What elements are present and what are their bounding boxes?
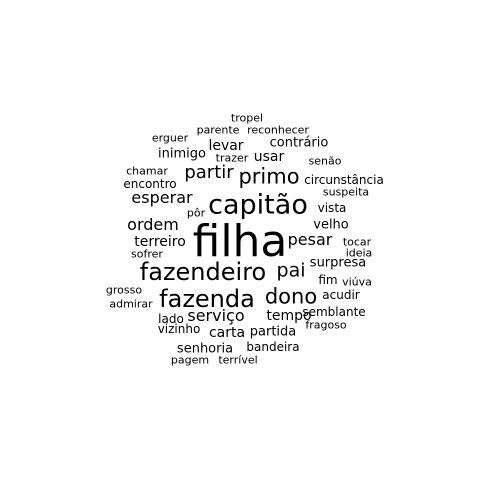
word-49: terrível [218, 353, 258, 367]
word-48: pagem [170, 353, 210, 367]
word-43: ideia [345, 246, 373, 260]
word-17: velho [313, 217, 349, 233]
word-41: pôr [186, 206, 206, 220]
word-37: parente [196, 123, 240, 137]
word-32: lado [158, 312, 184, 326]
word-34: chamar [126, 164, 168, 178]
word-12: terreiro [134, 234, 186, 250]
word-46: admirar [109, 297, 153, 311]
word-39: tropel [230, 111, 264, 125]
word-40: trazer [215, 151, 249, 165]
word-42: tocar [342, 235, 372, 249]
word-4: dono [264, 284, 318, 309]
word-36: reconhecer [247, 123, 309, 137]
word-38: erguer [151, 131, 189, 145]
word-6: pai [276, 259, 306, 282]
word-7: partir [184, 162, 234, 183]
word-21: encontro [123, 177, 177, 191]
word-16: carta [208, 325, 246, 341]
word-1: capitão [208, 189, 308, 221]
word-13: levar [208, 138, 244, 154]
word-22: circunstância [304, 173, 384, 187]
word-30: fim [318, 273, 338, 287]
word-26: senhoria [176, 341, 234, 357]
word-18: surpresa [309, 255, 367, 271]
word-11: serviço [187, 306, 245, 325]
word-45: grosso [105, 283, 143, 297]
word-24: partida [249, 324, 297, 340]
word-31: acudir [322, 288, 360, 302]
word-5: primo [238, 164, 300, 189]
word-0: filha [192, 216, 288, 267]
word-10: ordem [127, 215, 179, 234]
word-8: pesar [287, 230, 333, 249]
word-14: usar [253, 149, 285, 165]
word-35: senão [308, 154, 342, 168]
word-20: inimigo [158, 146, 206, 162]
word-29: suspeita [322, 185, 370, 199]
word-25: semblante [302, 305, 366, 319]
word-44: viúva [342, 275, 372, 289]
word-9: esperar [131, 188, 193, 207]
word-28: vizinho [157, 322, 201, 336]
word-2: fazendeiro [139, 258, 267, 286]
word-33: sofrer [131, 247, 163, 261]
word-27: bandeira [246, 340, 300, 354]
word-19: contrário [269, 135, 329, 151]
word-23: vista [317, 201, 347, 215]
word-3: fazenda [159, 285, 255, 313]
word-47: fragoso [305, 318, 347, 332]
word-15: tempo [266, 308, 312, 324]
